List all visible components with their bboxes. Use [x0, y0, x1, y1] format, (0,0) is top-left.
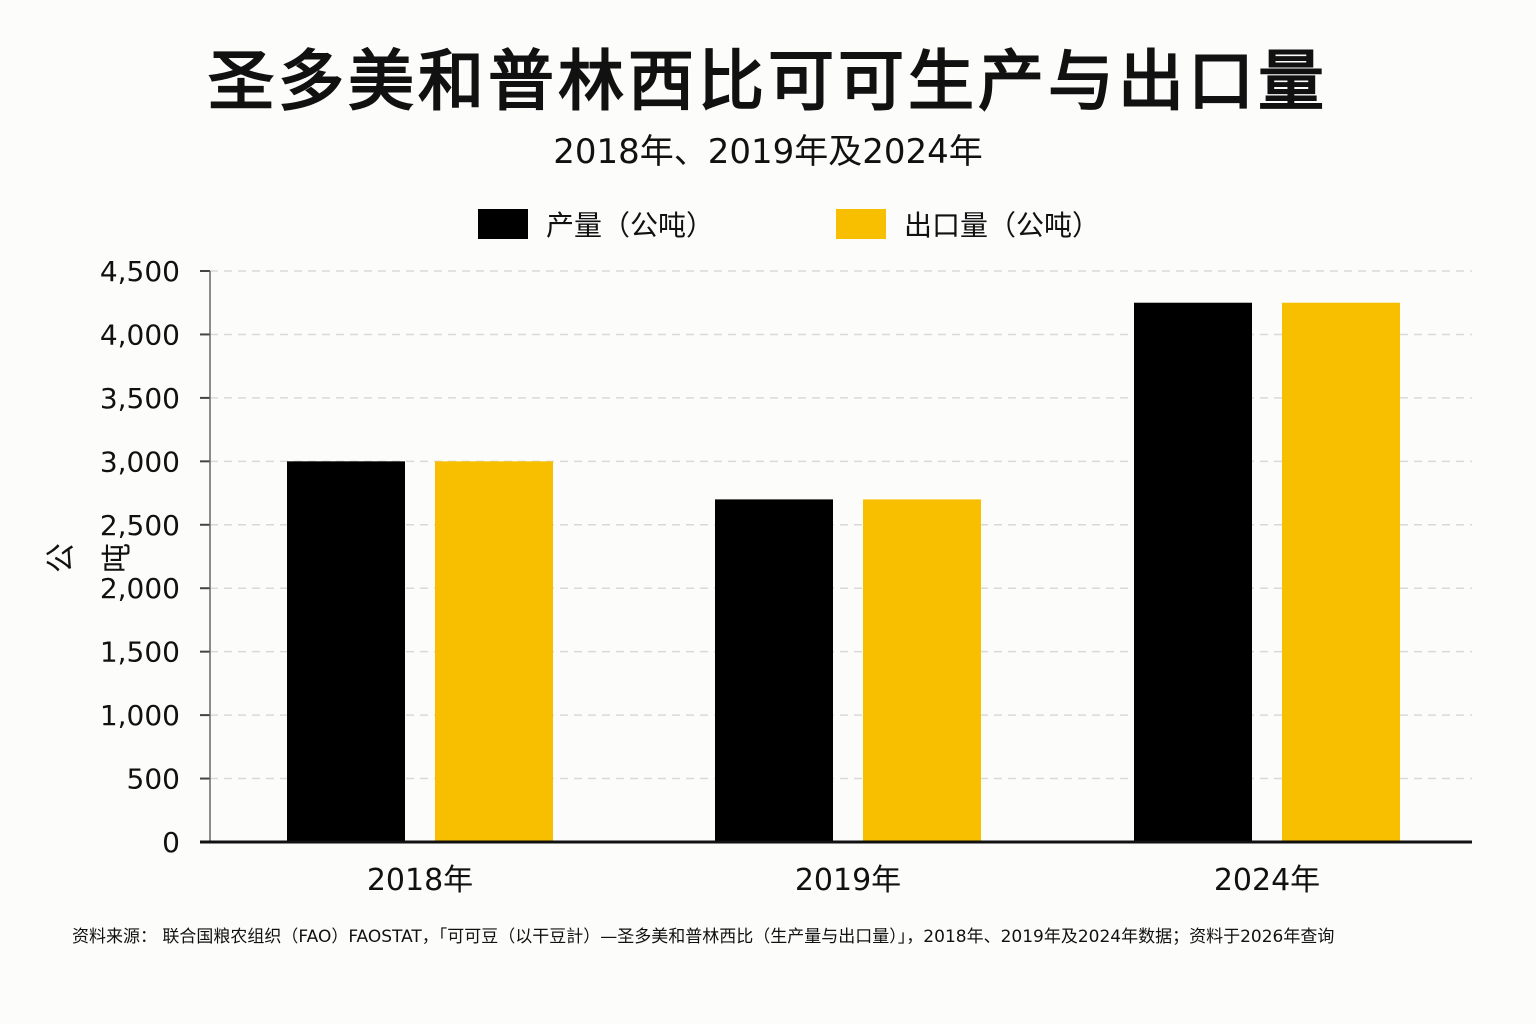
- legend-item-export: 出口量（公吨）: [836, 204, 1100, 244]
- y-tick-label: 3,000: [100, 445, 180, 478]
- y-tick-label: 2,500: [100, 509, 180, 542]
- bar-export-2: [1282, 302, 1400, 842]
- y-tick-label: 4,000: [100, 318, 180, 351]
- legend-swatch-export: [836, 209, 886, 239]
- bar-export-1: [863, 499, 981, 842]
- y-tick-label: 1,500: [100, 636, 180, 669]
- y-tick-label: 4,500: [100, 255, 180, 288]
- legend-swatch-production: [478, 209, 528, 239]
- legend-label-export: 出口量（公吨）: [904, 209, 1101, 242]
- tick-labels: 0 500 1,000 1,500 2,000 2,500 3,000 3,500 4,000 4…: [100, 255, 1320, 898]
- bar-production-2: [1134, 302, 1252, 842]
- gridlines: [210, 270, 1472, 780]
- x-tick-label: 2024年: [1214, 863, 1320, 898]
- x-tick-label: 2018年: [367, 863, 473, 898]
- legend-label-production: 产量（公吨）: [546, 209, 715, 242]
- axes: [200, 270, 1472, 844]
- chart-subtitle: 2018年、2019年及2024年: [553, 132, 983, 172]
- y-tick-label: 0: [162, 826, 180, 859]
- y-tick-label: 2,000: [100, 572, 180, 605]
- y-tick-label: 3,500: [100, 382, 180, 415]
- bar-production-1: [715, 499, 833, 842]
- bar-production-0: [287, 461, 405, 842]
- y-tick-label: 1,000: [100, 699, 180, 732]
- x-tick-label: 2019年: [795, 863, 901, 898]
- legend-item-production: 产量（公吨）: [478, 204, 714, 244]
- bar-export-0: [435, 461, 553, 842]
- bars: [287, 302, 1400, 842]
- source-note: 资料来源： 联合国粮农组织（FAO）FAOSTAT，「可可豆（以干豆計）—圣多美…: [72, 927, 1335, 947]
- y-tick-label: 500: [127, 763, 180, 796]
- chart-title: 圣多美和普林西比可可生产与出口量: [208, 43, 1328, 120]
